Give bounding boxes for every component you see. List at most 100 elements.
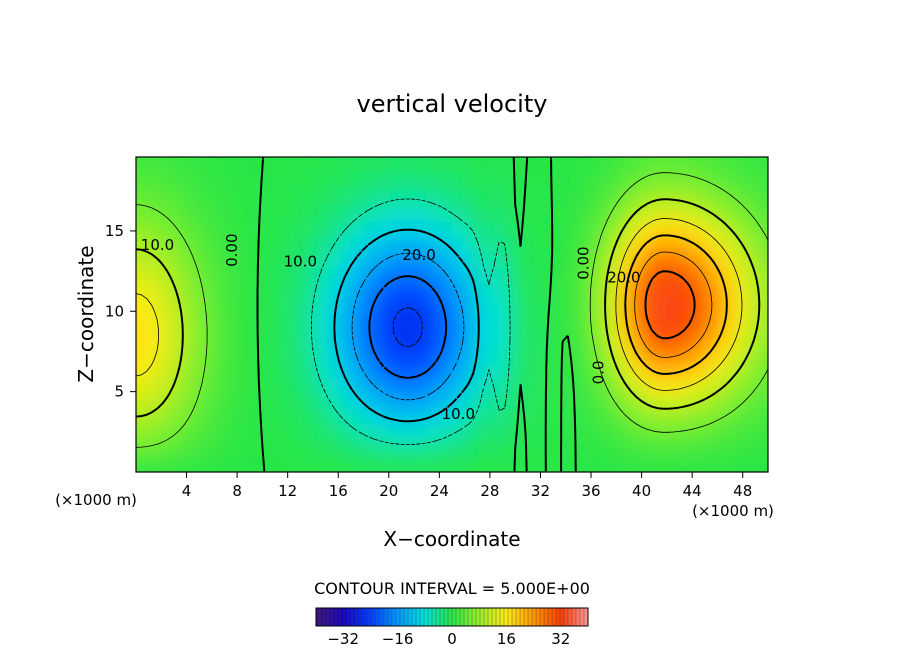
field-cell [136, 204, 150, 221]
field-cell [628, 188, 643, 206]
field-cell [338, 298, 352, 316]
field-cell [388, 330, 403, 347]
field-cell [275, 204, 289, 221]
field-cell [426, 220, 441, 237]
field-cell [325, 251, 340, 269]
field-cell [262, 188, 276, 206]
field-cell [186, 409, 200, 426]
field-cell [199, 157, 213, 174]
field-cell [464, 377, 479, 395]
field-cell [300, 488, 313, 505]
y-tick-label: 15 [105, 222, 124, 240]
field-cell [527, 409, 542, 426]
field-cell [262, 220, 276, 237]
colorbar-swatch [436, 608, 441, 626]
field-cell [628, 157, 643, 158]
field-cell [452, 456, 466, 472]
colorbar-swatch [528, 608, 533, 626]
field-cell [566, 126, 579, 143]
field-cell [376, 188, 390, 206]
field-cell [578, 157, 592, 158]
field-cell [628, 220, 643, 237]
field-cell [679, 235, 693, 253]
field-cell [186, 424, 200, 442]
field-cell [136, 346, 137, 363]
field-cell [654, 488, 667, 505]
field-cell [376, 204, 390, 221]
y-tick-label: 5 [114, 383, 124, 401]
field-cell [578, 456, 592, 472]
colorbar-swatch [444, 608, 449, 626]
field-cell [452, 157, 466, 158]
field-cell [161, 424, 175, 442]
field-cell [730, 157, 744, 158]
field-cell [111, 267, 124, 284]
field-cell [553, 361, 567, 379]
field-cell [300, 472, 313, 489]
field-cell [376, 456, 390, 472]
field-cell [262, 377, 276, 395]
field-cell [553, 393, 567, 410]
field-cell [363, 361, 377, 379]
colorbar-swatch [460, 608, 465, 626]
field-cell [199, 283, 213, 300]
field-cell [363, 204, 377, 221]
field-cell [515, 472, 528, 489]
field-cell [679, 220, 693, 237]
field-cell [287, 440, 302, 458]
field-cell [287, 346, 302, 363]
field-cell [616, 377, 630, 395]
field-cell [350, 440, 365, 458]
field-cell [350, 377, 365, 395]
field-cell [641, 456, 656, 472]
field-cell [312, 456, 327, 472]
field-cell [603, 283, 618, 300]
field-cell [439, 409, 453, 426]
field-cell [439, 157, 453, 174]
field-cell [667, 126, 680, 143]
colorbar-swatch [492, 608, 497, 626]
field-cell [452, 283, 466, 300]
field-cell [237, 157, 251, 174]
colorbar-swatch [508, 608, 513, 626]
field-cell [300, 361, 314, 379]
field-cell [692, 267, 706, 284]
field-cell [249, 314, 264, 332]
field-cell [742, 393, 757, 410]
field-cell [781, 189, 794, 206]
field-cell [591, 188, 605, 206]
field-cell [211, 157, 226, 174]
field-cell [300, 188, 314, 206]
field-cell [275, 361, 289, 379]
field-cell [350, 298, 365, 316]
colorbar-swatch [344, 608, 349, 626]
field-cell [350, 409, 365, 426]
field-cell [679, 298, 693, 316]
field-cell [692, 361, 706, 379]
colorbar-swatch [556, 608, 561, 626]
field-cell [350, 361, 365, 379]
field-cell [666, 440, 681, 458]
field-cell [237, 377, 251, 395]
field-cell [642, 126, 655, 143]
field-cell [148, 298, 163, 316]
field-cell [414, 204, 428, 221]
field-cell [717, 267, 731, 284]
field-cell [717, 126, 730, 143]
field-cell [111, 441, 124, 458]
field-cell [211, 346, 226, 363]
field-cell [350, 220, 365, 237]
contour-label: 10.0 [141, 236, 174, 254]
colorbar-swatch [440, 608, 445, 626]
field-cell [768, 472, 781, 489]
field-cell [628, 456, 643, 472]
field-cell [363, 377, 377, 395]
field-cell [136, 409, 137, 426]
field-cell [148, 456, 163, 472]
field-cell [161, 361, 175, 379]
contour-level-0 [256, 157, 577, 472]
field-cell [262, 298, 276, 316]
field-cell [603, 377, 618, 395]
field-cell [464, 172, 479, 190]
colorbar-swatch [328, 608, 333, 626]
